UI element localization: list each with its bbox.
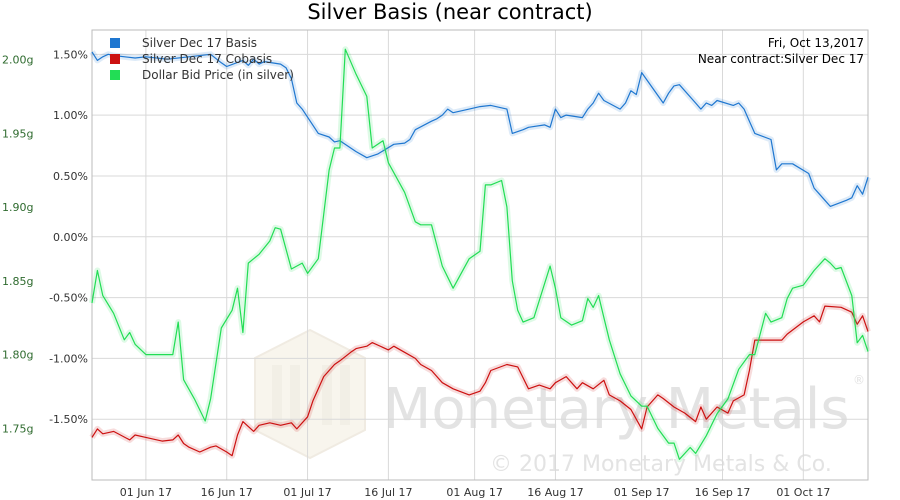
chart-title: Silver Basis (near contract): [307, 0, 592, 24]
info-date: Fri, Oct 13,2017: [768, 36, 864, 50]
x-axis-ticks: 01 Jun 17 16 Jun 17 01 Jul 17 16 Jul 17 01 A…: [120, 486, 831, 499]
legend-swatch-dollar-bid: [110, 70, 120, 80]
right-axis-tick-label: 1.00%: [53, 109, 88, 122]
watermark-registered: ®: [853, 373, 865, 387]
x-tick-label: 01 Oct 17: [776, 486, 830, 499]
x-tick-label: 01 Jul 17: [283, 486, 331, 499]
watermark: Monetary Metals ® © 2017 Monetary Metals…: [254, 328, 865, 477]
x-tick-label: 01 Aug 17: [446, 486, 502, 499]
series-layer: [89, 46, 871, 463]
x-tick-label: 01 Jun 17: [120, 486, 172, 499]
right-axis-tick-label: -1.50%: [49, 413, 88, 426]
watermark-copyright: © 2017 Monetary Metals & Co.: [490, 452, 832, 477]
right-axis-tick-label: -1.00%: [49, 352, 88, 365]
left-axis-tick-label: 2.00g: [2, 54, 33, 67]
left-axis-tick-label: 1.85g: [2, 275, 33, 288]
left-axis-tick-label: 1.75g: [2, 422, 33, 435]
right-axis-tick-label: -0.50%: [49, 292, 88, 305]
x-tick-label: 01 Sep 17: [614, 486, 670, 499]
x-tick-label: 16 Sep 17: [695, 486, 751, 499]
x-tick-label: 16 Jul 17: [364, 486, 412, 499]
series-cobasis-line: [91, 305, 869, 457]
watermark-logo: [254, 328, 366, 460]
right-axis-tick-label: 1.50%: [53, 48, 88, 61]
grid: [92, 30, 868, 480]
x-tick-label: 16 Jun 17: [201, 486, 253, 499]
legend-item-basis: Silver Dec 17 Basis: [110, 36, 257, 50]
watermark-brand: Monetary Metals: [383, 377, 850, 442]
legend-swatch-cobasis: [110, 54, 120, 64]
left-axis-tick-label: 1.90g: [2, 201, 33, 214]
right-axis-tick-label: 0.00%: [53, 231, 88, 244]
left-axis-tick-label: 1.80g: [2, 349, 33, 362]
plot-frame: [91, 29, 869, 481]
legend-label-basis: Silver Dec 17 Basis: [142, 36, 257, 50]
left-axis-ticks: 2.00g 1.95g 1.90g 1.85g 1.80g 1.75g: [2, 54, 33, 436]
legend-swatch-basis: [110, 38, 120, 48]
legend-label-dollar-bid: Dollar Bid Price (in silver): [142, 68, 294, 82]
info-near-contract: Near contract:Silver Dec 17: [698, 52, 864, 66]
right-axis-tick-label: 0.50%: [53, 170, 88, 183]
series-basis-line: [91, 51, 869, 207]
legend-item-dollar-bid: Dollar Bid Price (in silver): [110, 68, 294, 82]
legend: Silver Dec 17 Basis Silver Dec 17 Cobasi…: [110, 36, 294, 82]
series-dollar-bid-line: [91, 48, 869, 460]
left-axis-tick-label: 1.95g: [2, 127, 33, 140]
x-tick-label: 16 Aug 17: [527, 486, 583, 499]
right-axis-ticks: 1.50% 1.00% 0.50% 0.00% -0.50% -1.00% -1.50%: [49, 48, 88, 426]
legend-item-cobasis: Silver Dec 17 Cobasis: [110, 52, 272, 66]
legend-label-cobasis: Silver Dec 17 Cobasis: [142, 52, 272, 66]
